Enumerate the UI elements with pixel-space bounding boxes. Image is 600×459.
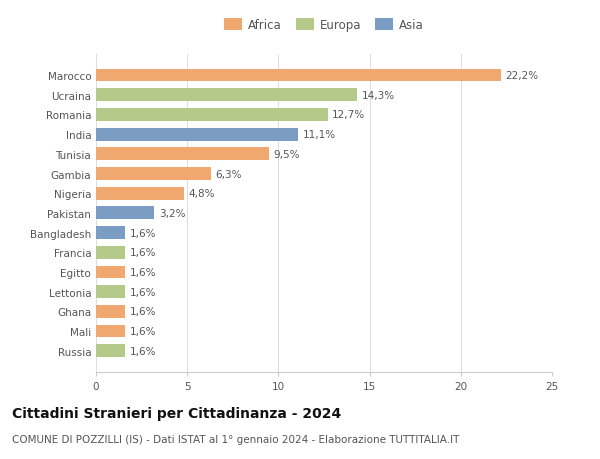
- Text: 3,2%: 3,2%: [159, 208, 185, 218]
- Bar: [96, 69, 501, 82]
- Bar: [96, 345, 125, 358]
- Text: 1,6%: 1,6%: [130, 346, 156, 356]
- Bar: [96, 266, 125, 279]
- Bar: [96, 246, 125, 259]
- Bar: [96, 168, 211, 180]
- Bar: [96, 227, 125, 240]
- Bar: [96, 89, 357, 102]
- Text: Cittadini Stranieri per Cittadinanza - 2024: Cittadini Stranieri per Cittadinanza - 2…: [12, 406, 341, 420]
- Text: 12,7%: 12,7%: [332, 110, 365, 120]
- Text: 1,6%: 1,6%: [130, 307, 156, 317]
- Text: 22,2%: 22,2%: [505, 71, 539, 81]
- Bar: [96, 148, 269, 161]
- Text: 6,3%: 6,3%: [215, 169, 242, 179]
- Text: 14,3%: 14,3%: [361, 90, 395, 101]
- Text: 4,8%: 4,8%: [188, 189, 215, 199]
- Text: 11,1%: 11,1%: [303, 130, 336, 140]
- Text: COMUNE DI POZZILLI (IS) - Dati ISTAT al 1° gennaio 2024 - Elaborazione TUTTITALI: COMUNE DI POZZILLI (IS) - Dati ISTAT al …: [12, 434, 460, 444]
- Text: 1,6%: 1,6%: [130, 248, 156, 258]
- Text: 1,6%: 1,6%: [130, 268, 156, 277]
- Legend: Africa, Europa, Asia: Africa, Europa, Asia: [222, 17, 426, 34]
- Bar: [96, 285, 125, 298]
- Bar: [96, 187, 184, 200]
- Text: 1,6%: 1,6%: [130, 287, 156, 297]
- Text: 9,5%: 9,5%: [274, 150, 301, 159]
- Bar: [96, 129, 298, 141]
- Bar: [96, 325, 125, 338]
- Bar: [96, 109, 328, 122]
- Bar: [96, 305, 125, 318]
- Bar: [96, 207, 154, 220]
- Text: 1,6%: 1,6%: [130, 228, 156, 238]
- Text: 1,6%: 1,6%: [130, 326, 156, 336]
